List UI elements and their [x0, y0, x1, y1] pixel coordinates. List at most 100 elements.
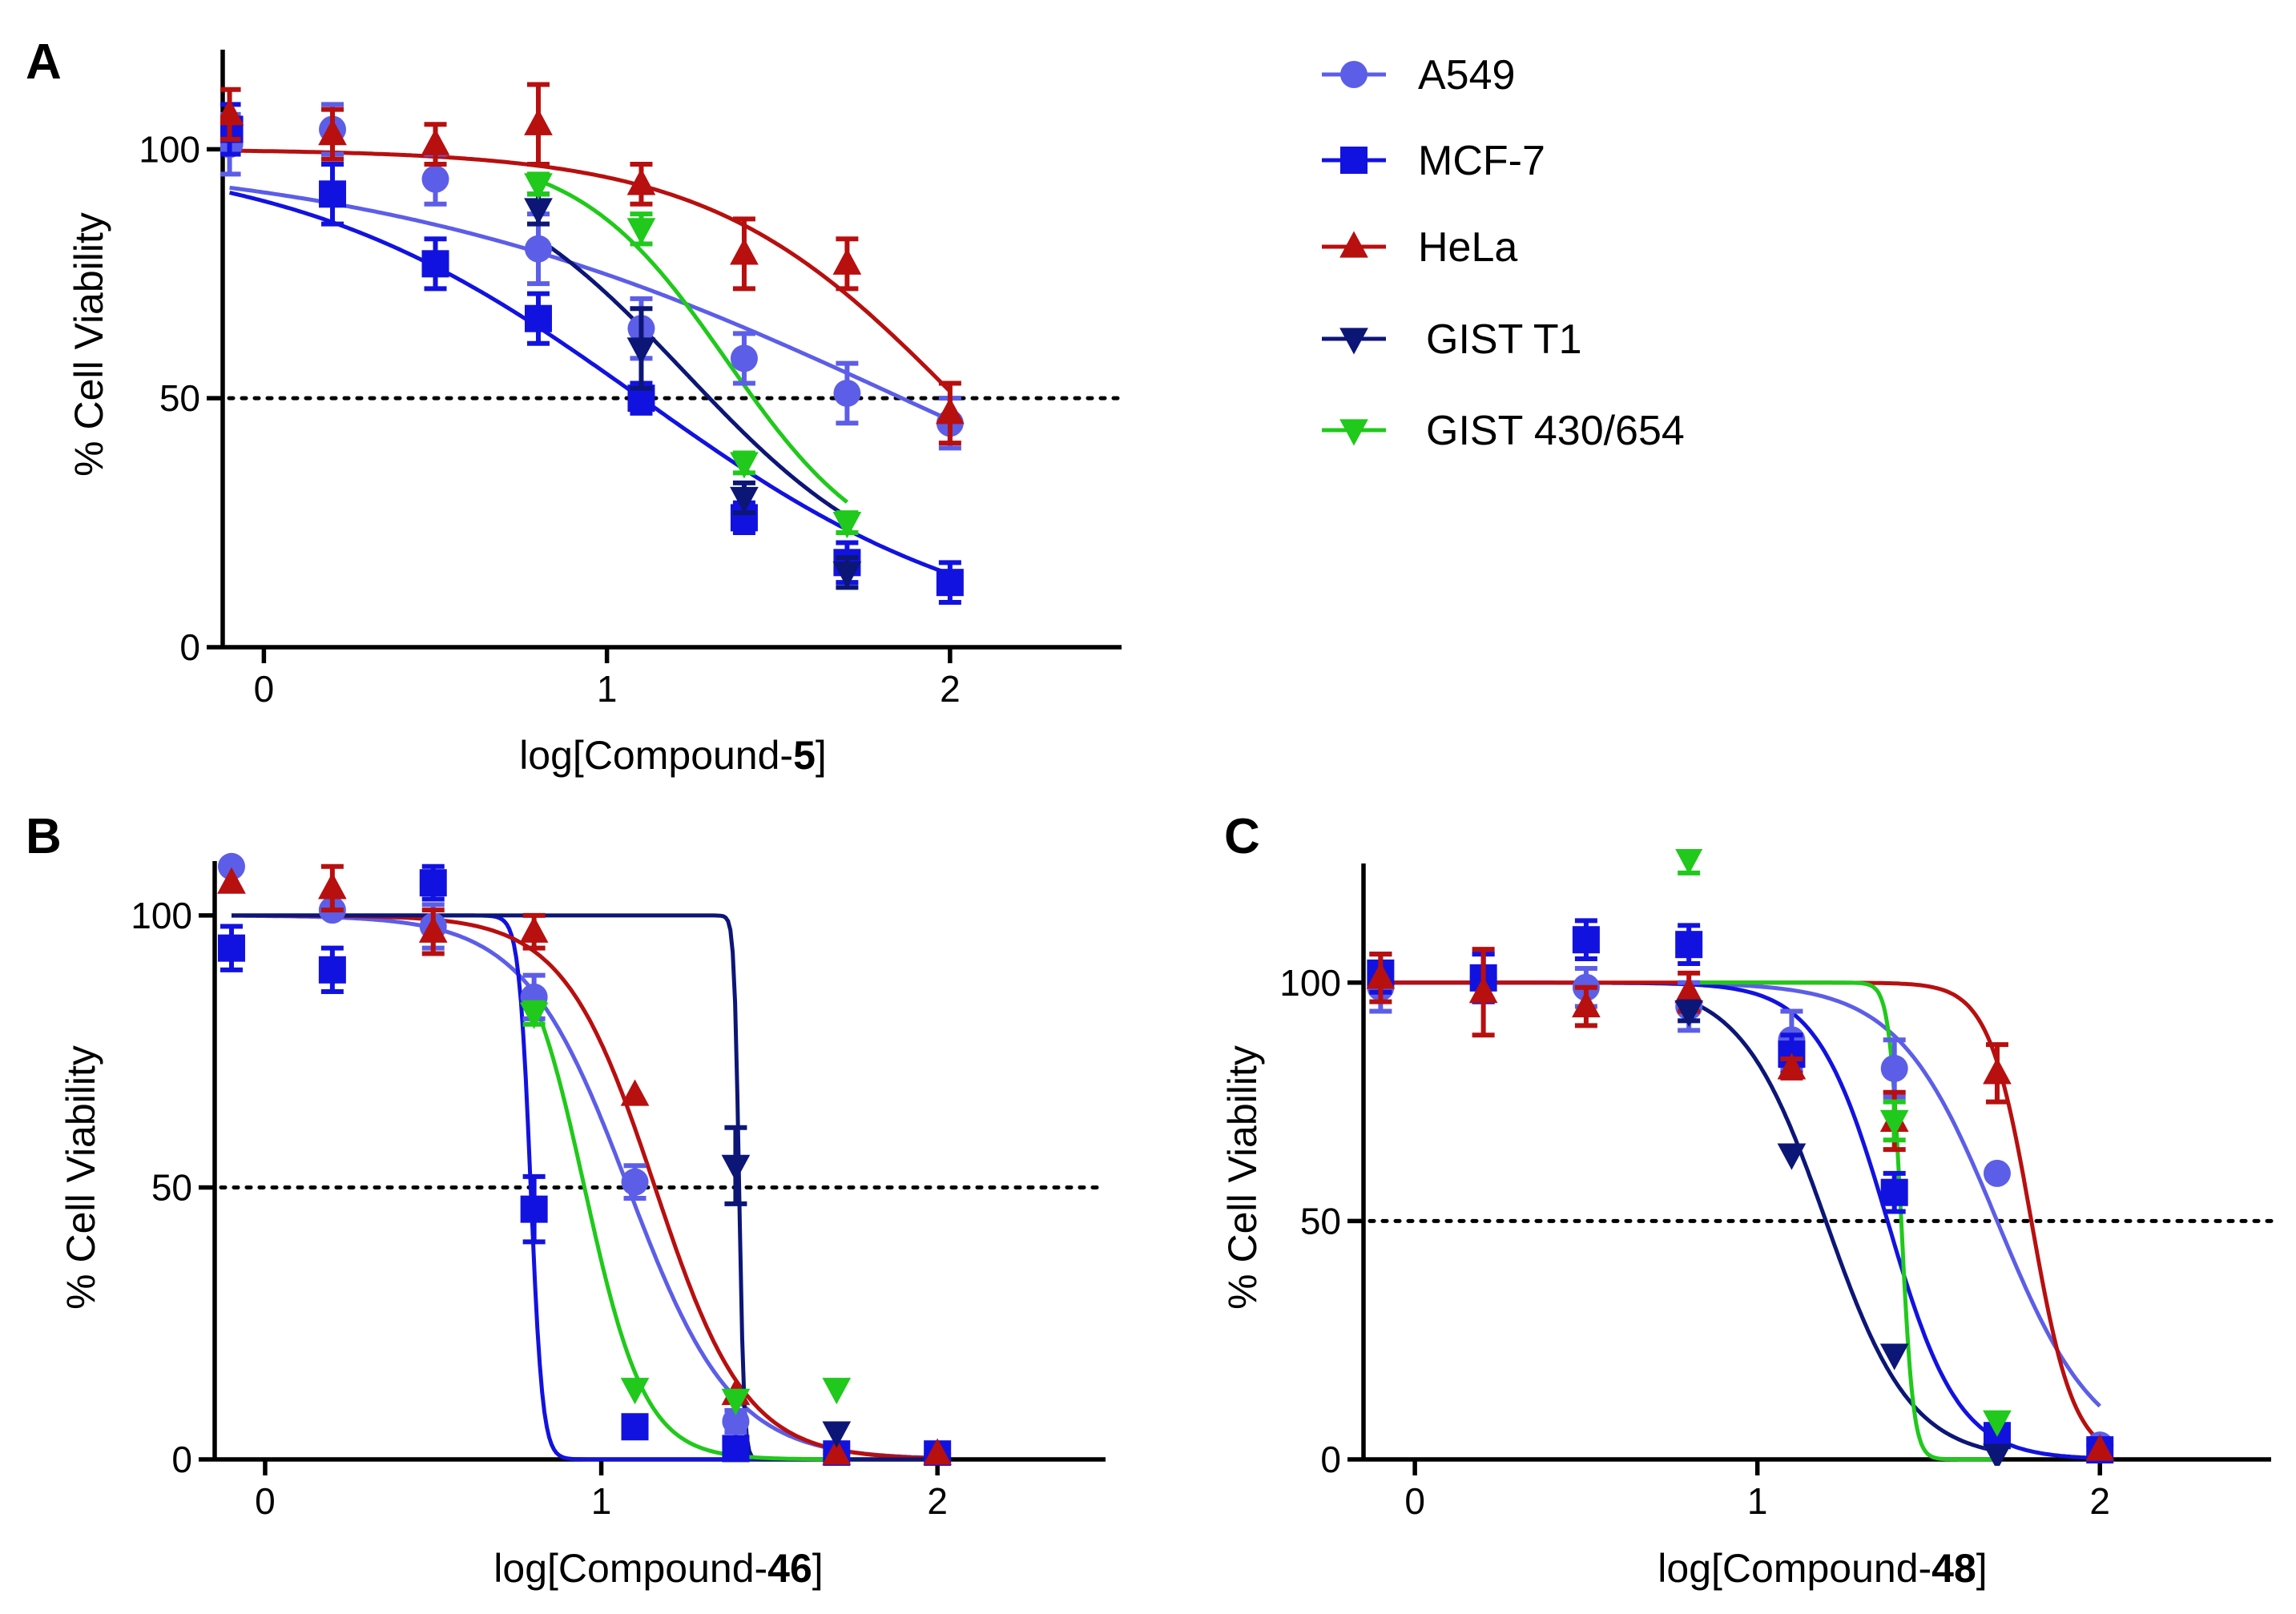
fit-curve-gist-t1	[1688, 999, 1998, 1454]
data-point	[318, 956, 346, 984]
data-point	[832, 561, 862, 589]
data-point	[1983, 1159, 2011, 1187]
data-point	[421, 128, 450, 155]
data-point	[1572, 926, 1600, 954]
data-point	[822, 1438, 852, 1465]
series-hela	[220, 82, 965, 446]
data-point	[730, 452, 759, 479]
series-mcf-7	[217, 863, 952, 1466]
data-point	[524, 304, 552, 332]
panel-c-letter: C	[1224, 809, 1260, 864]
series-gist-430-654	[1675, 849, 2012, 1437]
data-point	[832, 248, 862, 275]
data-point	[626, 218, 656, 245]
data-point	[421, 165, 449, 193]
legend-label-a549: A549	[1418, 52, 1515, 99]
data-point	[419, 869, 447, 897]
data-point	[730, 486, 759, 514]
x-tick-label: 1	[597, 668, 618, 710]
fit-curve-gist-t1	[537, 237, 848, 519]
data-point	[220, 99, 244, 126]
data-point	[1880, 1054, 1908, 1082]
legend-marker-shape	[1339, 231, 1368, 258]
data-point	[519, 916, 549, 943]
legend-marker-shape	[1340, 61, 1368, 88]
data-point	[1572, 991, 1601, 1018]
data-point	[621, 1413, 649, 1441]
data-point	[1880, 1178, 1908, 1206]
data-point	[833, 379, 861, 407]
panel-b: B 0 50 100 0 1 2 log[Compound-46] % Cell Viabil…	[26, 809, 1108, 1591]
legend-entry-a549: A549	[1322, 52, 1515, 99]
y-tick-label: 100	[131, 895, 192, 936]
data-point	[524, 198, 553, 225]
data-point	[936, 397, 965, 425]
data-point	[936, 569, 964, 597]
data-point	[722, 1407, 750, 1435]
panel-c-plot: 0 50 100 0 1 2 log[Compound-48] % Cell Viabilit…	[1220, 849, 2274, 1591]
legend-marker-shape	[1339, 419, 1368, 446]
data-point	[822, 1421, 852, 1448]
data-point	[1674, 976, 1704, 1004]
y-axis-title: % Cell Viability	[58, 1045, 103, 1310]
legend-label-gist-430-654: GIST 430/654	[1426, 408, 1685, 454]
data-point	[1468, 976, 1498, 1004]
y-tick-label: 100	[139, 128, 200, 170]
data-point	[822, 1378, 852, 1405]
data-point	[1675, 849, 1703, 875]
data-point	[519, 1002, 549, 1029]
x-tick-label: 0	[255, 1480, 276, 1522]
series-a549	[217, 852, 952, 1466]
y-tick-label: 0	[1320, 1439, 1341, 1480]
y-tick-label: 0	[179, 626, 200, 668]
fit-curve-mcf-7	[229, 191, 951, 577]
fit-curve-gist-430-654	[532, 1001, 837, 1462]
x-tick-label: 0	[1404, 1480, 1425, 1522]
data-point	[1674, 1000, 1704, 1028]
series-gist-t1	[721, 1125, 852, 1448]
series-gist-t1	[1674, 999, 2012, 1466]
y-axis-title: % Cell Viability	[1220, 1045, 1265, 1310]
data-point	[217, 852, 245, 880]
legend-marker-mcf7	[1340, 147, 1368, 174]
fit-curve-gist-430-654	[538, 178, 849, 504]
x-tick-label: 1	[591, 1480, 612, 1522]
legend-marker-shape	[1339, 328, 1368, 355]
fit-curve-gist-430-654	[1689, 980, 1997, 1462]
data-point	[319, 180, 347, 208]
series-hela	[217, 863, 953, 1465]
data-point	[418, 916, 448, 943]
panel-a-plot: 0 50 100 0 1 2 log[Compound-5] % Cell Viability	[66, 50, 1124, 778]
data-point	[730, 344, 758, 372]
legend-label-mcf7: MCF-7	[1418, 138, 1545, 184]
x-tick-label: 1	[1747, 1480, 1768, 1522]
panel-c: C 0 50 100 0 1 2 log[Compound-48] % Cell Viabil…	[1220, 809, 2274, 1591]
y-axis-title: % Cell Viability	[66, 212, 111, 477]
legend-label-gist-t1: GIST T1	[1426, 316, 1582, 363]
legend: A549 MCF-7 HeLa GIST T1 GIST 430/654	[1322, 52, 1685, 454]
plot-area	[217, 852, 953, 1466]
data-point	[620, 1079, 650, 1106]
x-tick-label: 2	[2089, 1480, 2110, 1522]
data-point	[722, 1435, 750, 1463]
series-gist-430-654	[524, 171, 862, 539]
data-point	[1366, 962, 1396, 989]
data-point	[1879, 1109, 1909, 1137]
data-point	[217, 934, 245, 962]
data-point	[1983, 1057, 2012, 1085]
data-point	[621, 1168, 649, 1196]
x-axis-title: log[Compound-48]	[1658, 1546, 1987, 1591]
series-gist-430-654	[519, 1000, 852, 1415]
panel-b-plot: 0 50 100 0 1 2 log[Compound-46] % Cell Viabilit…	[58, 852, 1108, 1591]
data-point	[1777, 1053, 1807, 1080]
fit-curve-a549	[229, 185, 951, 422]
y-tick-label: 50	[1300, 1200, 1341, 1242]
data-point	[730, 238, 759, 265]
legend-marker-a549	[1340, 61, 1368, 88]
x-tick-label: 2	[927, 1480, 948, 1522]
x-tick-label: 2	[940, 668, 961, 710]
data-point	[520, 1195, 548, 1223]
data-point	[421, 250, 449, 278]
x-axis-title: log[Compound-46]	[493, 1546, 823, 1591]
